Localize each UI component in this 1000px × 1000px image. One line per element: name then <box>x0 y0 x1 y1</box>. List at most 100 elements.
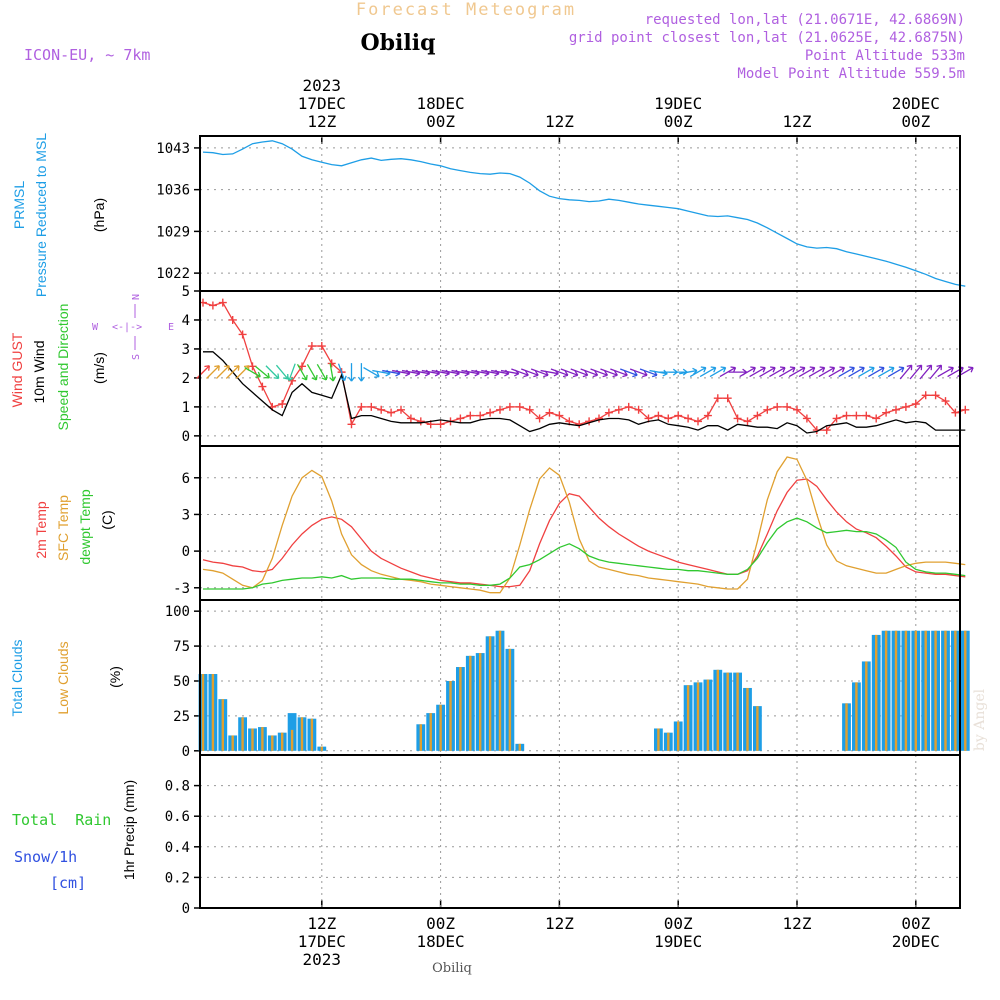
gust-marker <box>961 405 970 414</box>
low-cloud-bar <box>855 682 858 751</box>
wind-direction-arrow <box>235 365 250 379</box>
wind-arrow-head <box>770 366 776 373</box>
low-cloud-bar <box>231 735 234 751</box>
top-time-label: 19DEC <box>654 94 702 113</box>
y-tick-label: 0.4 <box>165 840 190 856</box>
gust-marker <box>664 414 673 423</box>
wind-direction-arrow <box>215 365 230 379</box>
wind-arrow-head <box>340 375 347 382</box>
panel-frame <box>199 445 961 601</box>
gust-marker <box>654 411 663 420</box>
top-time-label: 12Z <box>783 112 812 131</box>
low-cloud-bar <box>241 717 244 751</box>
wind-arrow-head <box>878 366 885 373</box>
gust-marker <box>397 405 405 414</box>
wind-arrow-head <box>849 366 855 373</box>
wind-arrow-head <box>264 372 270 379</box>
wind-arrow-head <box>692 367 698 375</box>
wind-arrow-head <box>329 376 337 382</box>
gust-marker <box>248 362 257 371</box>
wind-direction-arrow <box>329 363 334 382</box>
wind-arrow-head <box>710 366 717 373</box>
panel-frame <box>199 754 961 909</box>
wind-arrow-head <box>968 366 974 373</box>
gust-marker <box>278 399 287 408</box>
wind-direction-arrow <box>382 369 401 375</box>
gust-marker <box>921 391 930 400</box>
wind-arrow-head <box>819 366 826 373</box>
low-cloud-bar <box>518 743 521 751</box>
gust-marker <box>882 408 891 417</box>
low-cloud-bar <box>221 699 224 751</box>
gust-marker <box>317 342 326 351</box>
gust-marker <box>416 417 425 426</box>
bottom-time-label: 17DEC <box>298 932 346 951</box>
cloud-panel: 0 25 50 75 100 <box>165 599 970 760</box>
pressure-line <box>202 140 966 287</box>
gust-marker <box>783 402 792 411</box>
grid-coords: grid point closest lon,lat (21.0625E, 42… <box>569 30 965 46</box>
low-cloud-bar <box>884 630 888 751</box>
wind-direction-arrow <box>265 365 280 379</box>
wind-arrow-head <box>612 370 618 378</box>
gust-marker <box>763 405 772 414</box>
gust-marker <box>377 405 386 414</box>
wind-arrow-head <box>730 366 737 373</box>
wind-direction-arrow <box>461 369 480 375</box>
low-cloud-bar <box>706 679 710 751</box>
gust-marker <box>802 414 811 423</box>
wind-direction-arrow <box>877 367 895 378</box>
wind-direction-arrow <box>749 367 766 378</box>
low-cloud-bar <box>875 634 878 751</box>
gust-marker <box>258 382 267 391</box>
gust-marker <box>674 411 683 420</box>
low-cloud-bar <box>924 630 927 751</box>
watermark: by Angel <box>972 688 988 751</box>
dew-line <box>203 517 966 590</box>
low-cloud-bar <box>865 661 868 751</box>
low-cloud-bar <box>508 648 512 751</box>
y-tick-label: 25 <box>173 709 190 725</box>
wind-direction-arrow <box>580 368 598 376</box>
wind-direction-arrow <box>919 364 932 380</box>
low-cloud-bar <box>904 630 908 751</box>
wind-arrow-head <box>700 366 707 373</box>
bottom-time-label: 12Z <box>545 914 574 933</box>
gust-marker <box>515 402 524 411</box>
wind-direction-arrow <box>255 365 270 379</box>
wind-direction-arrow <box>288 363 296 381</box>
wind-line <box>203 351 966 434</box>
gust-marker <box>614 405 623 414</box>
wind-arrow-head <box>533 370 539 378</box>
wind-direction-arrow <box>709 367 726 378</box>
wind-direction-arrow <box>929 364 942 380</box>
low-cloud-bar <box>261 727 264 751</box>
gust-marker <box>892 405 900 414</box>
wind-direction-arrow <box>828 367 845 378</box>
low-cloud-bar <box>488 636 492 751</box>
wind-arrow-head <box>916 364 923 371</box>
wind-arrow-head <box>948 366 954 373</box>
prmsl-label: PRMSL <box>11 181 27 229</box>
wind-arrow-head <box>859 366 865 373</box>
wind-direction-arrow <box>540 369 559 375</box>
location-title: Obiliq <box>360 30 435 56</box>
wind-direction-arrow <box>600 368 618 376</box>
gust-marker <box>773 402 782 411</box>
low-cloud-bar <box>498 630 502 751</box>
gust-marker <box>307 342 316 351</box>
temperature-panel: -3 0 3 6 <box>173 445 966 601</box>
top-time-label: 17DEC <box>298 94 346 113</box>
low-cloud-bar <box>439 704 442 751</box>
precip-panel: 0 0.2 0.4 0.6 0.8 <box>165 754 961 917</box>
wind-direction-arrow <box>451 369 470 375</box>
total-clouds-label: Total Clouds <box>9 639 25 716</box>
bottom-time-label: 2023 <box>303 950 342 969</box>
wind-direction-arrow <box>372 369 391 375</box>
wind-arrow-head <box>234 365 240 371</box>
low-cloud-bar <box>756 706 759 751</box>
gust-marker <box>872 414 881 423</box>
y-tick-label: 1036 <box>156 183 190 199</box>
low-cloud-bar <box>320 746 323 751</box>
